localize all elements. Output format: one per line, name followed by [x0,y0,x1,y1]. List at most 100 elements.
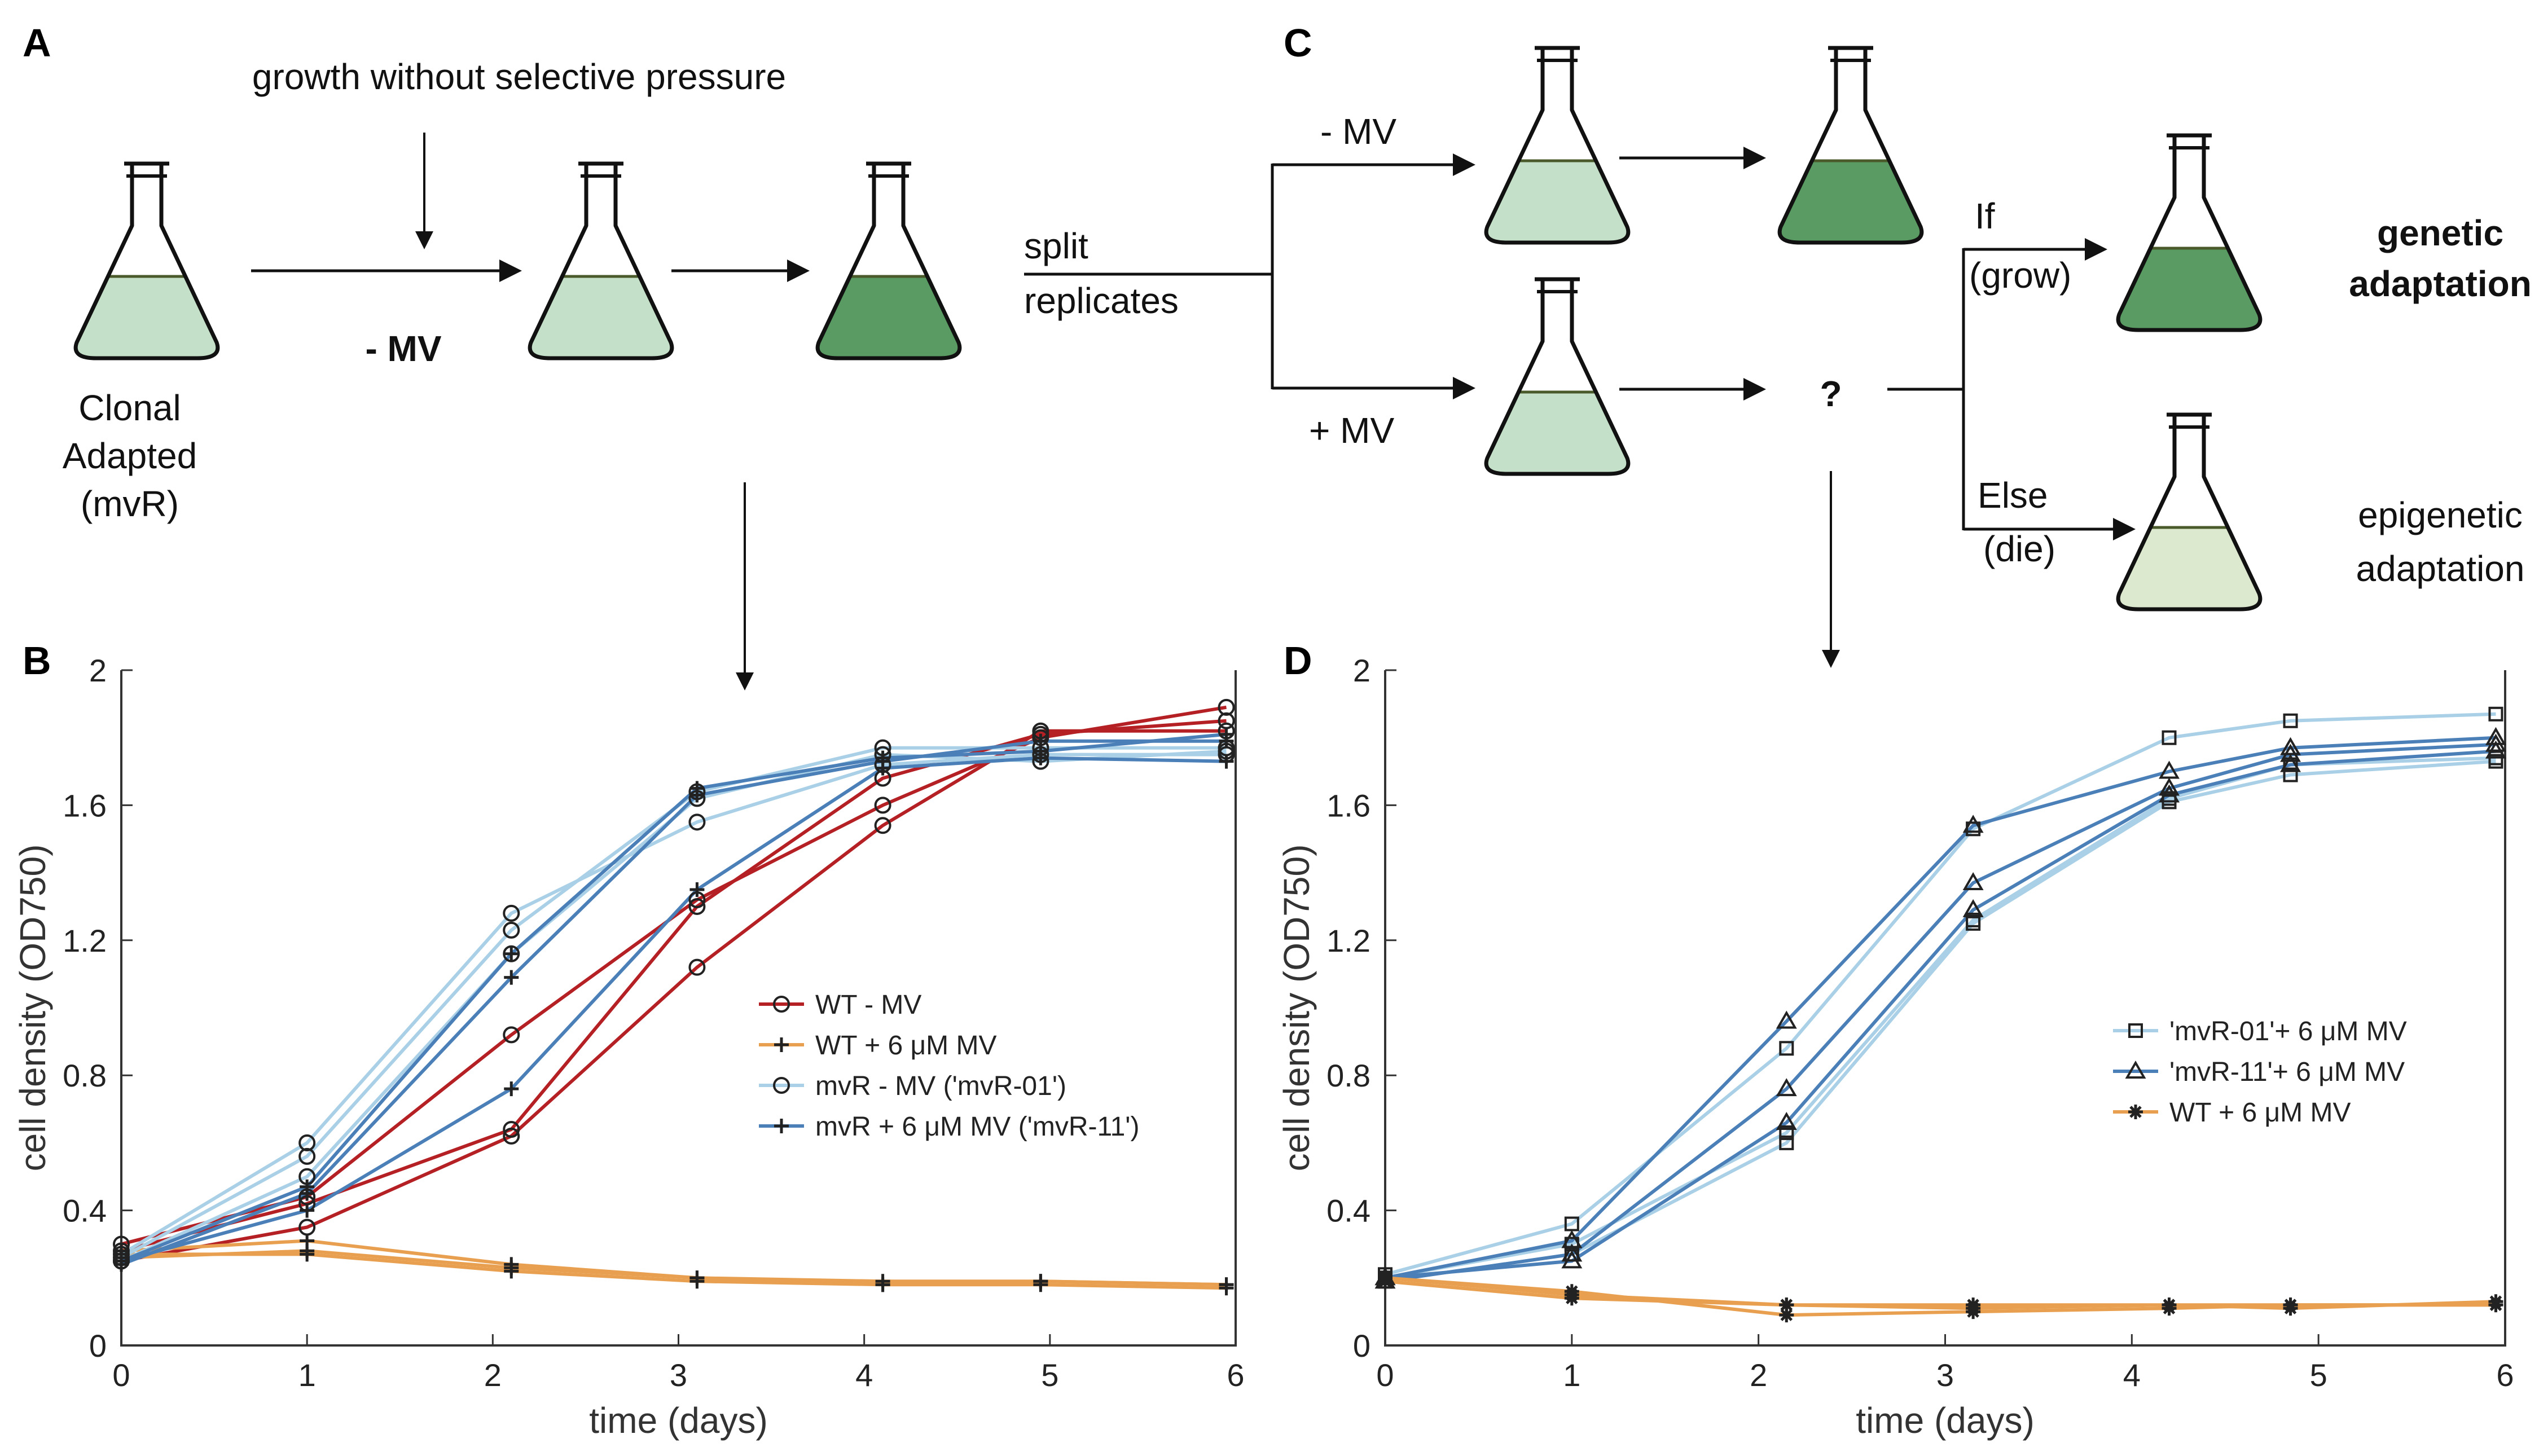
x-axis-label: time (days) [589,1400,768,1441]
a-start-label-1: Clonal [78,388,181,428]
series-5 [1385,742,2496,1283]
series-7-points [113,746,1235,1263]
flask-a-end [815,161,962,360]
a-arrow-label: - MV [365,328,441,369]
c-if-label-2: (grow) [1969,255,2071,296]
data-point [1962,899,1984,917]
series-line [121,719,1227,1253]
series-line [1385,712,2496,1277]
flask-a-end-outline [815,161,962,360]
data-point [1962,872,1984,891]
legend-label: 'mvR-01'+ 6 μM MV [2169,1017,2407,1046]
data-point [503,1127,520,1145]
data-point [298,1134,316,1151]
legend-marker [2125,1060,2146,1079]
data-point [298,1147,316,1165]
legend-item: mvR + 6 μM MV ('mvR-11') [759,1112,1139,1142]
data-point [1378,1274,1393,1289]
y-tick-label: 1.2 [63,923,107,958]
x-tick-label: 1 [298,1357,316,1393]
y-tick-label: 1.2 [1326,923,1370,958]
flask-epigenetic-outline [2116,412,2263,612]
data-point [1779,1297,1794,1313]
x-tick-label: 3 [670,1357,687,1393]
x-tick-label: 6 [2496,1357,2514,1393]
legend-label: 'mvR-11'+ 6 μM MV [2169,1057,2405,1087]
flask-c-plus [1484,277,1631,476]
c-if-label-1: If [1975,196,1995,236]
legend-item: mvR - MV ('mvR-01') [759,1071,1066,1101]
x-tick-label: 0 [112,1357,130,1393]
data-point [1966,1301,1981,1316]
series-line [1385,736,2496,1280]
x-tick-label: 2 [484,1357,502,1393]
series-4 [1385,736,2496,1280]
data-point [688,898,706,915]
x-axis-label: time (days) [1856,1400,2035,1441]
data-point [1779,1308,1794,1323]
panel-letter-c: C [1284,21,1312,65]
legend-item: WT + 6 μM MV [759,1031,996,1061]
data-point [1564,1291,1579,1306]
series-1-points [1378,706,2503,1282]
legend-marker [773,996,790,1013]
flask-genetic-outline [2116,133,2263,332]
data-point [1218,698,1235,716]
x-tick-label: 5 [2310,1357,2327,1393]
series-4-points [1374,727,2506,1286]
flask-a-middle-liquid [530,276,672,358]
data-point [1776,1010,1797,1029]
split-label-1: split [1024,226,1088,266]
data-point [689,1270,705,1286]
series-1 [121,705,1227,1246]
series-12-points [114,750,1234,1269]
flask-c-minus-2 [1777,46,1924,245]
x-tick-label: 3 [1936,1357,1954,1393]
c-epigenetic-label-2: adaptation [2356,548,2525,589]
x-tick-label: 1 [1563,1357,1580,1393]
data-point [875,760,890,776]
x-tick-label: 4 [855,1357,873,1393]
y-axis-label: cell density (OD750) [12,844,53,1172]
data-point [1779,1125,1794,1140]
data-point [1561,1250,1583,1269]
data-point [2485,740,2506,759]
data-point [2488,1294,2503,1309]
flask-a-middle-outline [528,161,674,360]
x-tick-label: 6 [1227,1357,1244,1393]
data-point [504,1260,519,1275]
legend-marker [774,1037,789,1052]
series-line [120,746,1227,1260]
plot-axes [120,670,1237,1347]
data-point [504,946,519,961]
series-8 [120,746,1227,1260]
y-tick-label: 0.4 [63,1193,107,1229]
y-tick-label: 1.6 [63,788,107,823]
flask-start-liquid [76,276,218,358]
data-point [2280,744,2301,762]
c-minus-label: - MV [1320,111,1396,152]
y-tick-label: 0.8 [1326,1058,1370,1093]
data-point [503,1026,520,1044]
chart-b: 0 1 2 3 4 5 6 0 0.4 0.8 1.2 1.6 2 time (days) cell den… [12,653,1245,1441]
data-point [1219,1277,1234,1292]
data-point [1219,733,1234,749]
legend-label: WT + 6 μM MV [815,1031,996,1061]
data-point [689,882,705,898]
flask-a-end-liquid [818,276,960,358]
legend: WT - MV WT + 6 μM MV mvR - MV ('mvR-01') mv… [759,990,1139,1142]
data-point [688,813,706,831]
legend-marker [2128,1023,2143,1038]
legend-marker [2128,1105,2143,1119]
data-point [300,1203,315,1218]
series-2 [121,719,1227,1253]
data-point [300,1186,315,1201]
data-point [2488,706,2503,722]
legend-label: WT - MV [815,990,921,1020]
flask-epigenetic [2116,412,2263,612]
data-point [503,921,520,939]
series-9 [120,749,1227,1263]
split-label-2: replicates [1024,280,1179,321]
data-point [1779,1041,1794,1056]
data-point [2162,730,2177,745]
